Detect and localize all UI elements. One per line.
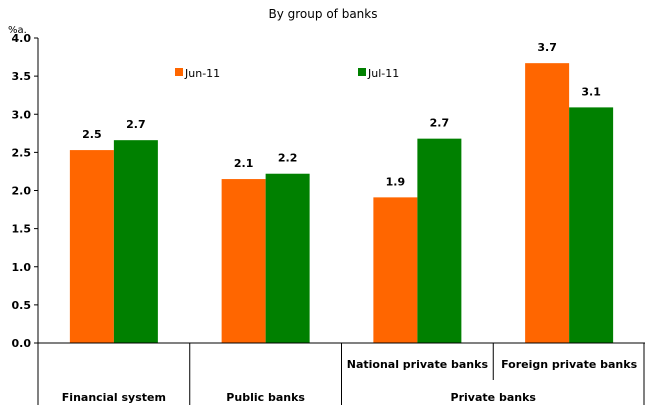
data-label: 3.1: [581, 85, 601, 98]
y-tick-label: 2.0: [12, 185, 32, 198]
data-label: 2.7: [430, 117, 450, 130]
chart-subtitle: By group of banks: [269, 7, 378, 21]
bar-jun-11: [525, 63, 570, 343]
y-axis-ticks: 0.0 0.5 1.0 1.5 2.0 2.5 3.0 3.5 4.0: [12, 32, 38, 350]
category-label: Foreign private banks: [501, 358, 637, 371]
bar-jun-11: [221, 179, 266, 343]
y-tick-label: 1.5: [12, 223, 32, 236]
y-tick-label: 1.0: [12, 261, 32, 274]
bar-jun-11: [373, 197, 418, 343]
category-label: National private banks: [347, 358, 489, 371]
bar-jun-11: [69, 150, 114, 343]
y-tick-label: 0.0: [12, 337, 32, 350]
bar-jul-11: [569, 107, 614, 343]
data-label: 2.5: [82, 128, 102, 141]
y-tick-label: 4.0: [12, 32, 32, 45]
y-axis-unit: %a.: [8, 25, 27, 36]
bars: [69, 63, 614, 343]
legend: Jun-11 Jul-11: [175, 67, 399, 80]
category-label: Public banks: [226, 391, 305, 404]
legend-entry: Jul-11: [367, 67, 399, 80]
category-label: Financial system: [62, 391, 166, 404]
group-label: Private banks: [451, 391, 537, 404]
legend-swatch: [358, 68, 366, 76]
y-tick-label: 0.5: [12, 299, 32, 312]
data-label: 2.7: [126, 118, 146, 131]
bar-jul-11: [417, 138, 462, 343]
data-label: 3.7: [537, 41, 557, 54]
legend-entry: Jun-11: [184, 67, 220, 80]
bar-jul-11: [265, 173, 310, 343]
data-label: 2.1: [234, 157, 254, 170]
category-labels: Financial system Public banks National pri…: [62, 358, 638, 404]
data-labels: 2.5 2.7 2.1 2.2 1.9 2.7 3.7 3.1: [82, 41, 601, 188]
bar-jul-11: [113, 140, 158, 343]
data-label: 1.9: [386, 175, 406, 188]
y-tick-label: 3.5: [12, 70, 32, 83]
y-tick-label: 2.5: [12, 146, 32, 159]
legend-swatch: [175, 68, 183, 76]
data-label: 2.2: [278, 152, 298, 165]
y-tick-label: 3.0: [12, 108, 32, 121]
axes: [37, 38, 645, 405]
